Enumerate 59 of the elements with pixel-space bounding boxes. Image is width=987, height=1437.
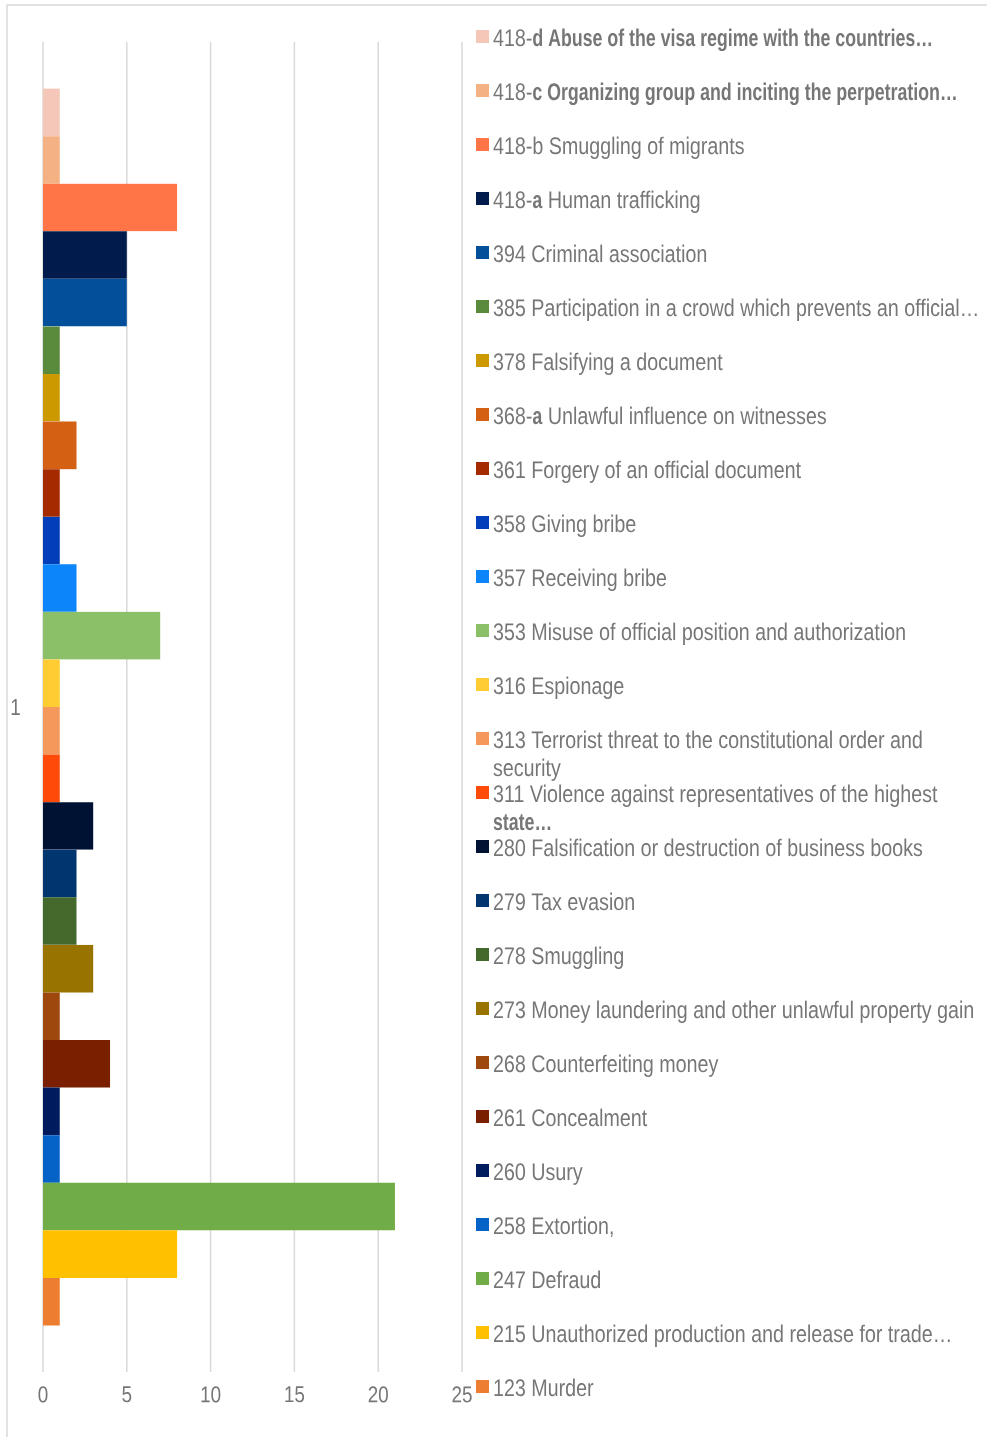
bar — [43, 421, 77, 470]
legend-label: 361 Forgery of an official document — [493, 460, 801, 483]
y-tick-label: 1 — [11, 699, 20, 715]
x-tick-label: 5 — [122, 1386, 132, 1403]
legend-label: 279 Tax evasion — [493, 892, 634, 911]
legend-label: 280 Falsification or destruction of business books — [493, 838, 923, 857]
bar — [43, 136, 60, 184]
legend-label: 215 Unauthorized production and release for trade… — [493, 1324, 950, 1347]
bar — [43, 1277, 60, 1326]
bar — [43, 1135, 60, 1183]
legend-label: 418-a Human trafficking — [493, 190, 700, 213]
bar — [43, 88, 60, 137]
legend-label: 313 Terrorist threat to the constitutional order and security — [493, 730, 922, 781]
bar — [43, 516, 60, 565]
bar — [43, 659, 60, 707]
bar — [43, 897, 77, 945]
x-tick-label: 0 — [38, 1386, 48, 1403]
legend-label: 378 Falsifying a document — [493, 352, 723, 375]
x-tick-label: 15 — [285, 1386, 305, 1403]
bar — [43, 1040, 111, 1088]
legend-label: 353 Misuse of official position and authorization — [493, 622, 905, 645]
bar — [43, 564, 77, 612]
bar — [43, 183, 178, 232]
bar — [43, 754, 60, 803]
legend-label: 268 Counterfeiting money — [493, 1054, 719, 1077]
legend-label: 247 Defraud — [493, 1270, 601, 1289]
bar — [43, 278, 127, 327]
legend-label: 261 Concealment — [493, 1108, 648, 1127]
legend-label: 418-d Abuse of the visa regime with the countries… — [493, 28, 932, 52]
bar — [43, 611, 161, 660]
legend-label: 258 Extortion, — [493, 1216, 613, 1238]
legend-label: 260 Usury — [493, 1163, 583, 1185]
legend-label: 273 Money laundering and other unlawful property gain — [493, 1000, 973, 1023]
legend-label: 368-a Unlawful influence on witnesses — [493, 406, 827, 425]
legend-label: 385 Participation in a crowd which prevents an official… — [493, 298, 977, 321]
legend-label: 358 Giving bribe — [493, 514, 636, 537]
legend-label: 418-c Organizing group and inciting the perpetration… — [493, 82, 956, 106]
bar — [43, 992, 60, 1041]
bar — [43, 326, 60, 374]
bar — [43, 373, 60, 422]
bar — [43, 707, 60, 755]
legend-label: 357 Receiving bribe — [493, 568, 667, 591]
bar — [43, 944, 94, 993]
legend-label: 123 Murder — [494, 1378, 594, 1397]
legend-label: 316 Espionage — [493, 676, 624, 699]
bar — [43, 1182, 395, 1231]
bar — [43, 849, 77, 898]
legend-label: 311 Violence against representatives of the highest state… — [493, 784, 938, 831]
bar — [43, 1087, 60, 1136]
legend-label: 278 Smuggling — [493, 946, 623, 969]
bar — [43, 231, 127, 279]
x-tick-label: 25 — [452, 1386, 472, 1403]
legend-label: 418-b Smuggling of migrants — [493, 136, 744, 159]
bar — [43, 1230, 178, 1278]
x-tick-label: 20 — [368, 1386, 388, 1403]
bar — [43, 469, 60, 517]
x-tick-label: 10 — [201, 1386, 221, 1403]
bar — [43, 802, 94, 850]
legend-label: 394 Criminal association — [493, 244, 707, 263]
